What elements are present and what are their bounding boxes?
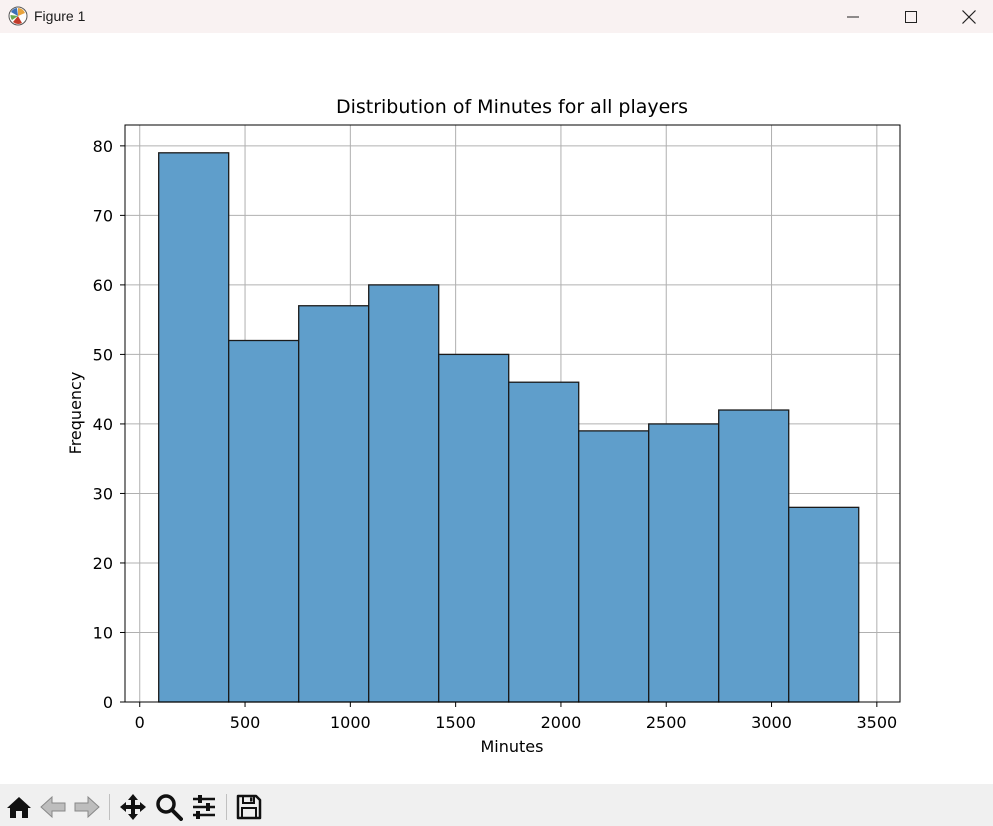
maximize-button[interactable] bbox=[882, 0, 940, 33]
y-tick-label: 30 bbox=[93, 484, 113, 503]
x-axis: 0 500 1000 1500 2000 2500 3000 3500 bbox=[135, 702, 897, 732]
y-tick-label: 80 bbox=[93, 137, 113, 156]
minimize-icon bbox=[847, 16, 859, 17]
home-icon bbox=[7, 797, 31, 818]
histogram-bar bbox=[648, 423, 720, 703]
histogram-bar bbox=[438, 353, 510, 703]
matplotlib-app-icon bbox=[8, 6, 28, 26]
close-icon bbox=[962, 9, 976, 24]
toolbar-separator bbox=[109, 794, 110, 820]
y-tick-label: 60 bbox=[93, 276, 113, 295]
figure-canvas: Distribution of Minutes for all players … bbox=[0, 33, 993, 784]
histogram-bar bbox=[718, 409, 790, 703]
histogram-bar bbox=[228, 339, 300, 703]
home-button[interactable] bbox=[3, 792, 35, 822]
x-axis-label: Minutes bbox=[481, 737, 544, 756]
y-tick-label: 10 bbox=[93, 623, 113, 642]
y-axis-label: Frequency bbox=[66, 372, 85, 455]
search-icon bbox=[156, 794, 183, 821]
x-tick-label: 1500 bbox=[435, 713, 476, 732]
x-tick-label: 1000 bbox=[330, 713, 371, 732]
y-tick-label: 70 bbox=[93, 206, 113, 225]
maximize-icon bbox=[905, 10, 917, 23]
window-title: Figure 1 bbox=[34, 8, 86, 24]
arrow-right-icon bbox=[74, 795, 100, 819]
sliders-icon bbox=[193, 795, 215, 819]
move-icon bbox=[120, 794, 146, 820]
zoom-button[interactable] bbox=[153, 792, 185, 822]
forward-button[interactable] bbox=[71, 792, 103, 822]
plot-frame bbox=[124, 124, 901, 703]
window-titlebar: Figure 1 bbox=[0, 0, 993, 33]
navigation-toolbar bbox=[0, 784, 993, 826]
histogram-bar bbox=[578, 430, 650, 703]
histogram-bar bbox=[368, 284, 440, 703]
y-tick-label: 0 bbox=[103, 693, 113, 712]
y-tick-label: 40 bbox=[93, 415, 113, 434]
x-tick-label: 2000 bbox=[541, 713, 582, 732]
x-tick-label: 3500 bbox=[856, 713, 897, 732]
close-button[interactable] bbox=[940, 0, 993, 33]
y-axis: 0 10 20 30 40 50 60 70 80 bbox=[93, 137, 125, 712]
x-tick-label: 3000 bbox=[751, 713, 792, 732]
arrow-left-icon bbox=[40, 795, 66, 819]
histogram-bar bbox=[298, 305, 370, 703]
configure-subplots-button[interactable] bbox=[188, 792, 220, 822]
x-tick-label: 0 bbox=[135, 713, 145, 732]
save-button[interactable] bbox=[233, 792, 265, 822]
histogram-bar bbox=[788, 506, 860, 703]
back-button[interactable] bbox=[37, 792, 69, 822]
minimize-button[interactable] bbox=[824, 0, 882, 33]
bars-layer bbox=[158, 152, 860, 703]
y-tick-label: 20 bbox=[93, 554, 113, 573]
toolbar-separator bbox=[226, 794, 227, 820]
y-tick-label: 50 bbox=[93, 345, 113, 364]
x-tick-label: 2500 bbox=[646, 713, 687, 732]
histogram-chart: Distribution of Minutes for all players … bbox=[66, 96, 901, 756]
x-tick-label: 500 bbox=[230, 713, 261, 732]
histogram-bar bbox=[508, 381, 580, 703]
chart-title: Distribution of Minutes for all players bbox=[336, 96, 688, 118]
histogram-bar bbox=[158, 152, 230, 703]
save-icon bbox=[236, 794, 262, 820]
pan-button[interactable] bbox=[117, 792, 149, 822]
